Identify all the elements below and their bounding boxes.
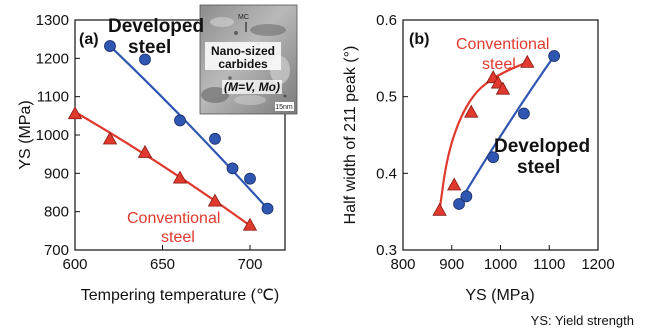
data-point-circle [460, 190, 473, 203]
chart-panel-a: 600 650 700 700 800 900 1000 1100 1200 1300 [17, 4, 298, 304]
y-tick-label: 0.3 [376, 242, 397, 259]
inset-scale-label: 15nm [275, 104, 293, 111]
data-point-triangle [447, 177, 462, 191]
panel-label-b: (b) [409, 31, 429, 48]
data-point-circle [139, 53, 151, 66]
data-point-triangle [464, 104, 479, 118]
data-point-triangle [242, 217, 258, 231]
fit-lines-a [74, 45, 269, 227]
data-point-triangle [432, 202, 447, 216]
data-point-circle [104, 40, 116, 52]
data-point-triangle [207, 193, 223, 207]
series-label-conventional-a-line2: steel [161, 229, 195, 246]
series-label-developed-b-line2: steel [517, 157, 560, 178]
fit-lines-b [438, 55, 556, 211]
y-tick-label: 700 [44, 242, 69, 259]
series-label-developed-b-line1: Developed [494, 136, 590, 157]
fit-line [455, 55, 556, 208]
data-point-circle [453, 198, 465, 210]
data-point-triangle [137, 144, 153, 158]
x-tick-label: 900 [439, 256, 464, 273]
series-label-developed-a-line2: steel [128, 37, 171, 58]
x-tick-label: 600 [62, 256, 87, 273]
x-tick-label: 700 [237, 256, 262, 273]
series-label-developed-a-line1: Developed [108, 16, 204, 37]
y-tick-label: 1100 [37, 89, 69, 106]
fit-line [74, 111, 251, 227]
axis-ticks-b: 800 900 1000 1100 1200 0.3 0.4 0.5 0.6 [376, 12, 615, 273]
data-point-circle [226, 162, 239, 175]
inset-mc-label: MC [238, 14, 249, 21]
data-point-circle [209, 132, 221, 145]
x-axis-title-b: YS (MPa) [465, 287, 534, 304]
y-tick-label: 0.5 [376, 89, 397, 106]
data-point-circle [261, 202, 274, 215]
y-tick-label: 900 [44, 165, 69, 182]
series-label-conventional-b-line2: steel [482, 56, 516, 73]
footnote: YS: Yield strength [531, 313, 634, 328]
data-points-b [432, 50, 561, 216]
fit-line [109, 45, 269, 210]
data-point-triangle [102, 131, 118, 145]
chart-panel-b: 800 900 1000 1100 1200 0.3 0.4 0.5 0.6 (b) Conve… [342, 12, 615, 304]
y-tick-label: 1000 [36, 127, 69, 144]
x-tick-label: 800 [390, 256, 415, 273]
inset-title-line2: carbides [218, 57, 268, 71]
series-label-conventional-b-line1: Conventional [456, 36, 549, 53]
data-point-triangle [67, 106, 83, 120]
x-tick-label: 1200 [581, 256, 614, 273]
x-axis-title-a: Tempering temperature (℃) [81, 287, 279, 304]
inset-subtitle: (M=V, Mo) [224, 80, 280, 94]
data-point-circle [487, 151, 500, 164]
data-points-a [67, 40, 274, 231]
y-tick-label: 1300 [36, 12, 69, 29]
data-point-triangle [520, 54, 535, 68]
y-tick-label: 1200 [36, 50, 69, 67]
data-point-circle [548, 50, 561, 62]
y-axis-title-b: Half width of 211 peak (°) [342, 46, 359, 225]
series-label-conventional-a-line1: Conventional [127, 210, 220, 227]
data-point-circle [518, 107, 530, 120]
x-tick-label: 1100 [533, 256, 565, 273]
axis-ticks-a: 600 650 700 700 800 900 1000 1100 1200 1300 [36, 12, 263, 273]
y-tick-label: 800 [44, 204, 69, 221]
inset-micrograph: MC Nano-sized carbides (M=V, Mo) 15nm [199, 4, 298, 115]
data-point-triangle [172, 170, 188, 184]
fit-line [438, 61, 528, 211]
inset-title-line1: Nano-sized [211, 44, 275, 58]
y-tick-label: 0.6 [376, 12, 397, 29]
data-point-circle [244, 172, 256, 185]
data-point-circle [174, 114, 186, 127]
x-tick-label: 1000 [484, 256, 517, 273]
y-axis-title-a: YS (MPa) [17, 100, 34, 169]
data-point-triangle [495, 81, 511, 95]
panel-label-a: (a) [79, 31, 99, 48]
x-tick-label: 650 [150, 256, 175, 273]
y-tick-label: 0.4 [376, 165, 397, 182]
